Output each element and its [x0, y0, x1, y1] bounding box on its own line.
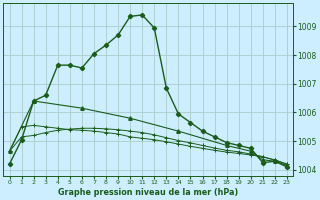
X-axis label: Graphe pression niveau de la mer (hPa): Graphe pression niveau de la mer (hPa): [58, 188, 238, 197]
